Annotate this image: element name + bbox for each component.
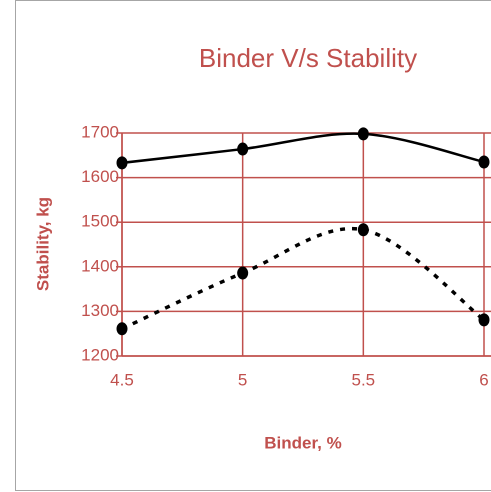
y-tick-label: 1600 bbox=[81, 167, 119, 186]
chart-border bbox=[15, 0, 491, 491]
data-point bbox=[357, 223, 369, 237]
data-point bbox=[357, 127, 369, 141]
data-point bbox=[116, 322, 128, 336]
x-tick-label: 4.5 bbox=[110, 370, 134, 389]
series-line bbox=[121, 226, 486, 331]
y-tick-label: 1500 bbox=[81, 212, 119, 231]
data-point bbox=[237, 142, 249, 156]
y-tick-label: 1200 bbox=[81, 345, 119, 364]
x-tick-label: 5.5 bbox=[352, 370, 376, 389]
x-axis-label: Binder, % bbox=[264, 433, 341, 452]
x-tick-label: 5 bbox=[238, 370, 247, 389]
data-point bbox=[478, 155, 490, 169]
y-axis-label: Stability, kg bbox=[33, 197, 52, 291]
data-point bbox=[478, 313, 490, 327]
series-line bbox=[121, 132, 485, 165]
chart-title: Binder V/s Stability bbox=[199, 43, 417, 73]
x-tick-label: 6 bbox=[479, 370, 488, 389]
y-tick-label: 1700 bbox=[81, 122, 119, 141]
y-tick-label: 1300 bbox=[81, 301, 119, 320]
y-tick-label: 1400 bbox=[81, 256, 119, 275]
data-point bbox=[237, 266, 249, 280]
data-point bbox=[116, 156, 128, 170]
